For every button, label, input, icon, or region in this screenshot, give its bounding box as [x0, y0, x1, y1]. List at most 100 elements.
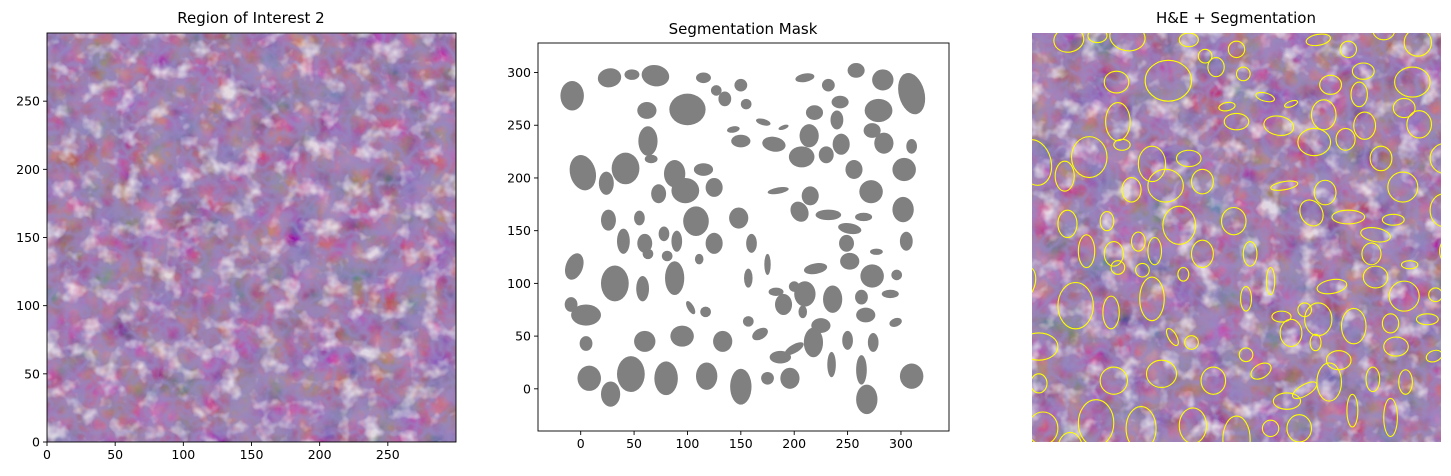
mask-region [892, 157, 916, 182]
segmentation-contour [1032, 332, 1059, 361]
mask-region [790, 201, 809, 222]
segmentation-contour [1218, 101, 1236, 112]
segmentation-contour [1351, 62, 1375, 80]
x-tick-label: 0 [43, 447, 51, 462]
mask-region [764, 253, 771, 275]
segmentation-contour [1144, 59, 1193, 102]
y-tick-label: 100 [507, 276, 531, 291]
mask-region [740, 98, 752, 110]
mask-region [658, 226, 670, 242]
segmentation-contour [1372, 33, 1395, 41]
segmentation-contour [1032, 139, 1053, 186]
mask-region [867, 332, 879, 352]
segmentation-contour [1099, 366, 1128, 395]
segmentation-contour [1110, 260, 1126, 275]
mask-region [889, 317, 902, 327]
mask-region [831, 95, 849, 109]
mask-region [805, 105, 824, 120]
mask-region [778, 124, 789, 131]
segmentation-contour [1383, 336, 1409, 357]
mask-region [906, 138, 917, 154]
segmentation-contour [1265, 266, 1276, 296]
mask-region [695, 362, 718, 390]
panel-2-title: Segmentation Mask [669, 20, 818, 38]
mask-region [744, 268, 753, 288]
panel-region-of-interest: Region of Interest 2 0 50 100 150 200 250 0 50… [16, 9, 457, 462]
segmentation-contour [1145, 359, 1178, 389]
segmentation-contour [1340, 307, 1367, 345]
segmentation-contour [1309, 333, 1322, 352]
mask-region [731, 134, 751, 148]
segmentation-contour [1313, 179, 1337, 206]
panel-2-frame [537, 42, 950, 432]
mask-region [840, 252, 860, 270]
segmentation-contour [1381, 213, 1405, 226]
segmentation-contour [1147, 236, 1163, 266]
segmentation-contour [1099, 211, 1115, 232]
panel-2-x-ticks: 0 50 100 150 200 250 300 [577, 431, 913, 451]
mask-region [597, 68, 622, 88]
mask-region [644, 154, 658, 164]
x-tick-label: 250 [836, 436, 860, 451]
segmentation-contour [1400, 260, 1419, 270]
segmentation-contour [1272, 392, 1302, 410]
mask-region [768, 287, 784, 297]
y-tick-label: 0 [523, 381, 531, 396]
segmentation-contour [1139, 276, 1165, 322]
mask-region [638, 126, 658, 156]
panel-segmentation-mask: Segmentation Mask 0 50 100 150 200 250 300 0 50… [507, 20, 950, 451]
mask-region [665, 261, 685, 295]
y-tick-label: 200 [16, 162, 40, 177]
segmentation-contour [1137, 145, 1167, 183]
mask-region [569, 155, 597, 191]
panel-1-image [47, 33, 456, 442]
mask-region [713, 330, 733, 352]
mask-region [727, 126, 740, 133]
mask-region [742, 316, 754, 327]
mask-region [641, 65, 670, 87]
mask-region [683, 206, 709, 236]
panel-1-y-ticks: 0 50 100 150 200 250 [16, 94, 47, 450]
mask-region [762, 136, 786, 152]
segmentation-contour [1162, 205, 1197, 245]
segmentation-contour [1240, 286, 1253, 312]
segmentation-contour [1331, 209, 1366, 225]
mask-region [847, 63, 865, 78]
segmentation-contour [1130, 231, 1146, 252]
segmentation-contour [1388, 280, 1420, 312]
mask-region [899, 231, 913, 251]
segmentation-contour [1310, 99, 1337, 131]
segmentation-contour [1077, 234, 1096, 269]
segmentation-contour [1109, 33, 1146, 52]
segmentation-contour [1222, 415, 1251, 442]
mask-region [671, 177, 700, 204]
mask-region [860, 264, 884, 288]
mask-region [616, 356, 645, 392]
segmentation-contour [1383, 397, 1398, 438]
mask-region [845, 160, 863, 180]
x-tick-label: 100 [171, 447, 195, 462]
y-tick-label: 150 [507, 223, 531, 238]
mask-region [798, 305, 808, 319]
segmentation-contour [1032, 373, 1048, 394]
segmentation-contour [1360, 227, 1391, 243]
segmentation-contour [1178, 33, 1199, 48]
mask-region [870, 248, 883, 255]
segmentation-contour [1255, 91, 1275, 103]
overlay-tissue-lumen [1032, 33, 1441, 442]
panel-1-title: Region of Interest 2 [177, 9, 324, 27]
mask-region [899, 363, 924, 389]
mask-region [730, 368, 752, 405]
segmentation-contour [1184, 335, 1199, 350]
mask-region [695, 72, 711, 84]
mask-region [670, 325, 694, 347]
segmentation-contour [1220, 206, 1247, 236]
segmentation-contour [1087, 33, 1108, 44]
segmentation-contour [1365, 366, 1381, 393]
segmentation-contour [1362, 265, 1389, 289]
segmentation-contour [1299, 199, 1324, 227]
segmentation-contour [1113, 138, 1131, 151]
mask-region [669, 93, 706, 126]
mask-region [838, 222, 862, 235]
mask-region [881, 289, 899, 299]
